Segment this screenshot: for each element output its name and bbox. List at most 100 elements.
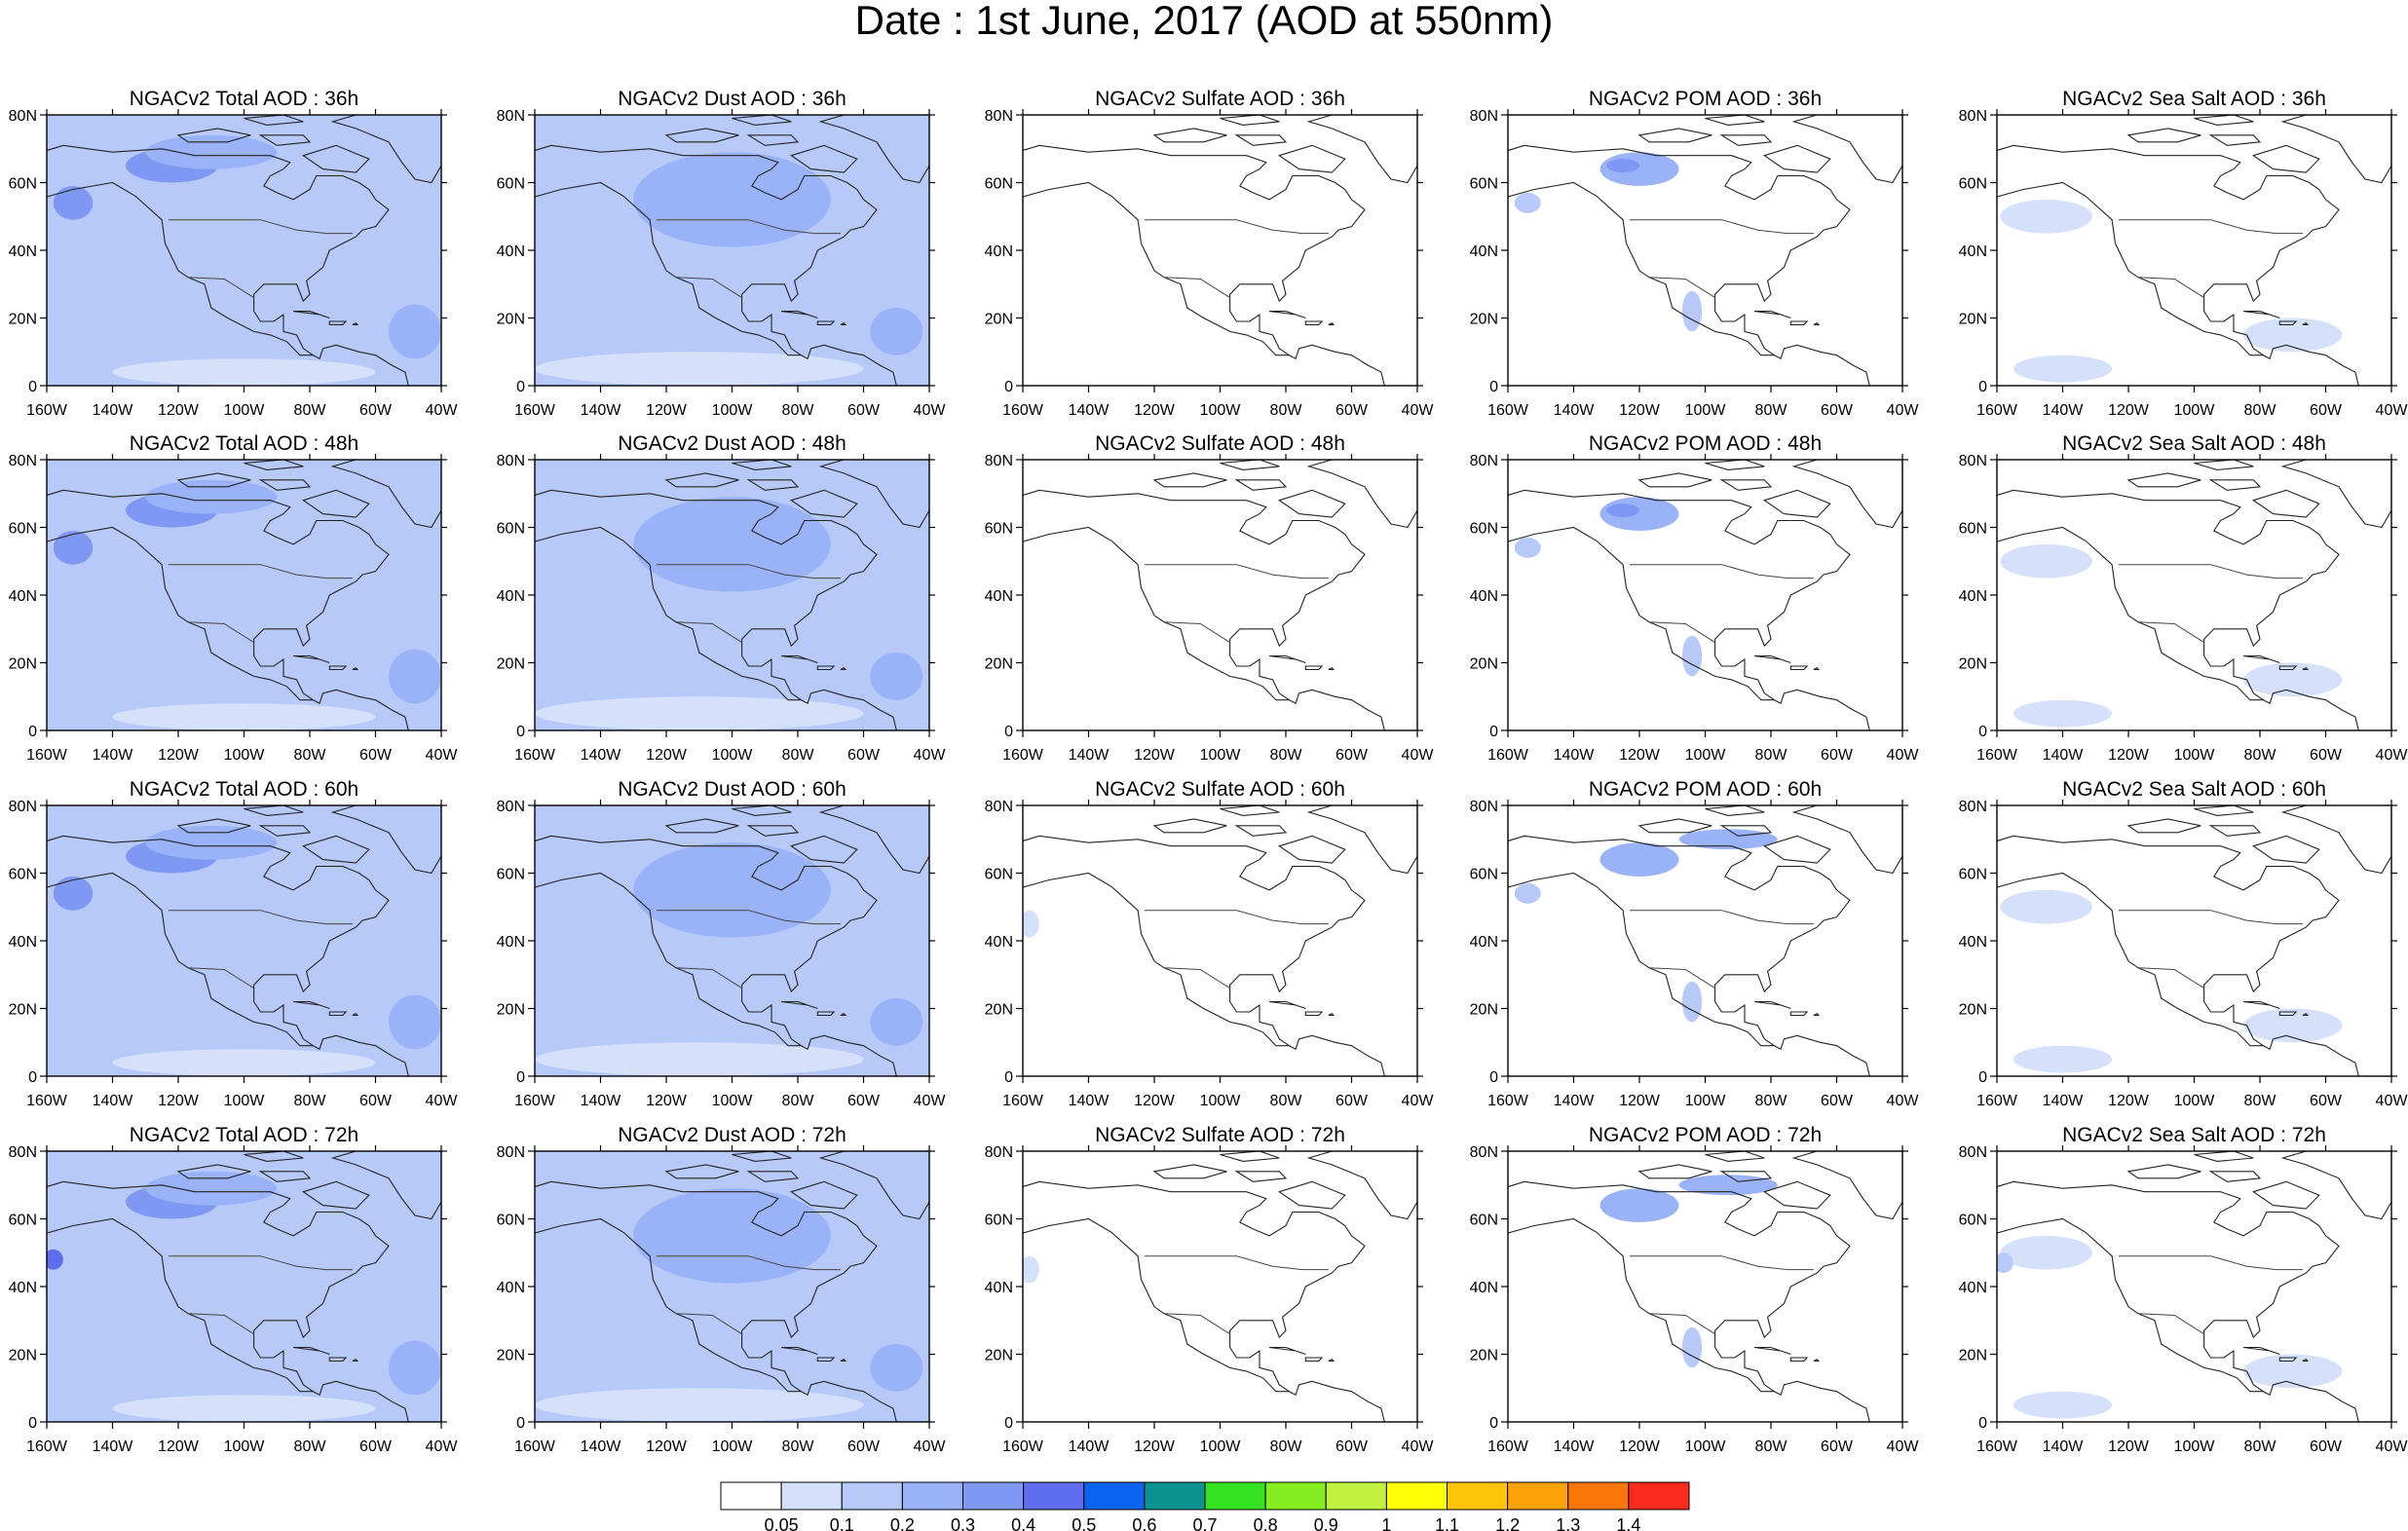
coastline (790, 144, 858, 173)
aod-feature (2013, 1391, 2113, 1419)
y-tick-label: 40N (1959, 588, 1987, 605)
country-border (2118, 1255, 2303, 1271)
coastline (2278, 1011, 2298, 1017)
aod-field-background (1508, 115, 1902, 386)
coastline (2194, 1151, 2254, 1162)
y-tick-label: 80N (497, 799, 525, 815)
country-border (1164, 621, 1230, 644)
colorbar-swatch (1567, 1481, 1630, 1511)
coastline (840, 1013, 847, 1017)
coastline (732, 460, 792, 470)
x-tick-label: 60W (2310, 1093, 2343, 1109)
y-tick-label: 0 (1004, 379, 1013, 395)
coastline (2243, 1346, 2280, 1356)
map-panel: NGACv2 Sulfate AOD : 48h 160W 140W 120W 100W… (985, 432, 1435, 764)
x-tick-label: 60W (359, 1438, 393, 1455)
x-tick-label: 100W (1200, 747, 1242, 764)
y-tick-label: 0 (516, 1069, 525, 1086)
x-tick-label: 100W (224, 402, 266, 419)
x-tick-label: 80W (1270, 747, 1303, 764)
coastline (1508, 181, 1870, 386)
colorbar-label: 1.3 (1556, 1515, 1580, 1531)
coastline (1791, 805, 1902, 875)
x-tick-label: 80W (2244, 1438, 2277, 1455)
panel-title: NGACv2 POM AOD : 36h (1589, 88, 1822, 110)
x-tick-label: 160W (1487, 1438, 1529, 1455)
y-tick-label: 80N (9, 799, 37, 815)
coastline (176, 128, 251, 143)
x-tick-label: 60W (1821, 1093, 1854, 1109)
aod-feature (1681, 635, 1703, 677)
coastline (2280, 1151, 2391, 1220)
aod-feature (389, 1340, 441, 1396)
coastline (1220, 460, 1280, 470)
x-tick-label: 60W (1336, 402, 1369, 419)
y-tick-label: 60N (1470, 1213, 1498, 1229)
colorbar-swatch (1447, 1481, 1509, 1511)
x-tick-label: 80W (2244, 747, 2277, 764)
x-tick-label: 40W (1402, 1438, 1435, 1455)
coastline (302, 835, 370, 864)
x-tick-label: 100W (712, 1438, 754, 1455)
coastline (1997, 489, 2340, 701)
aod-feature (145, 825, 278, 860)
y-tick-label: 40N (9, 934, 37, 951)
coastline (1705, 1151, 1765, 1162)
x-tick-label: 60W (1336, 1093, 1369, 1109)
aod-feature (53, 530, 94, 565)
colorbar-label: 0.9 (1314, 1515, 1338, 1531)
x-tick-label: 160W (26, 402, 68, 419)
panel-title: NGACv2 POM AOD : 48h (1589, 432, 1822, 455)
country-border (1164, 277, 1230, 299)
country-border (188, 621, 254, 644)
coastline (1754, 1346, 1791, 1356)
x-tick-label: 40W (1887, 747, 1920, 764)
country-border (168, 564, 353, 579)
x-tick-label: 60W (847, 1438, 881, 1455)
coastline (1508, 1180, 1851, 1393)
colorbar-label: 0.8 (1254, 1515, 1278, 1531)
x-tick-label: 120W (646, 1093, 688, 1109)
country-border (656, 219, 841, 235)
coastline (1508, 144, 1851, 356)
colorbar-label: 0.7 (1192, 1515, 1217, 1531)
x-tick-label: 60W (2310, 747, 2343, 764)
x-tick-label: 40W (1887, 1093, 1920, 1109)
x-tick-label: 120W (158, 747, 200, 764)
colorbar-label: 1.4 (1616, 1515, 1640, 1531)
map-panel: NGACv2 Sea Salt AOD : 36h 160W 140W 120W 100… (1959, 88, 2408, 419)
x-tick-label: 40W (426, 1093, 459, 1109)
coastline (1220, 1151, 1280, 1162)
x-tick-label: 160W (514, 1093, 556, 1109)
coastline (2302, 322, 2310, 325)
country-border (1144, 910, 1329, 925)
x-tick-label: 60W (2310, 1438, 2343, 1455)
x-tick-label: 80W (782, 747, 815, 764)
x-tick-label: 100W (2174, 402, 2216, 419)
y-tick-label: 20N (985, 1348, 1013, 1364)
coastline (2194, 115, 2254, 126)
x-tick-label: 140W (93, 1438, 134, 1455)
y-tick-label: 80N (1959, 1144, 1987, 1161)
coastline (2208, 1171, 2262, 1182)
coastline (1269, 1000, 1306, 1010)
x-tick-label: 120W (1619, 1093, 1661, 1109)
coastline (1269, 311, 1306, 319)
x-tick-label: 100W (1685, 1438, 1727, 1455)
coastline (1278, 489, 1346, 518)
aod-field-background (1023, 115, 1417, 386)
panel-title: NGACv2 Sea Salt AOD : 60h (2062, 778, 2326, 801)
y-tick-label: 60N (9, 176, 37, 193)
coastline (2243, 654, 2280, 664)
country-border (1629, 1255, 1814, 1271)
colorbar-label: 0.4 (1011, 1515, 1035, 1531)
country-border (1649, 1313, 1715, 1335)
y-tick-label: 0 (28, 379, 37, 395)
coastline (1791, 460, 1902, 529)
coastline (1023, 526, 1385, 730)
y-tick-label: 20N (985, 312, 1013, 328)
coastline (1278, 144, 1346, 173)
x-tick-label: 100W (1685, 402, 1727, 419)
coastline (1306, 805, 1417, 875)
